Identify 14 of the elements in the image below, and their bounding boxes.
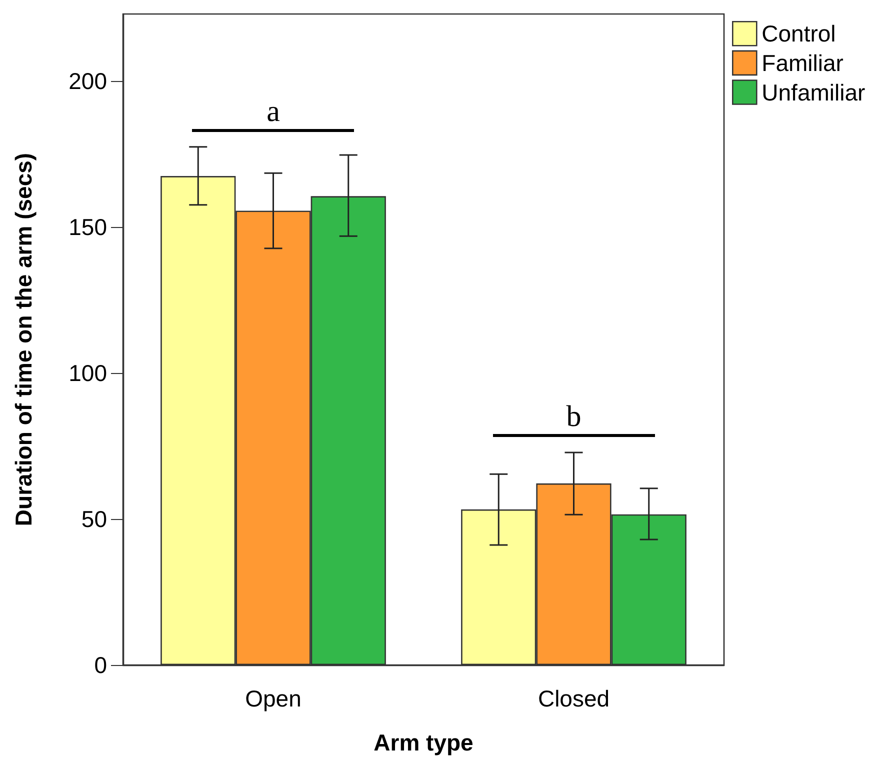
legend-label: Unfamiliar: [762, 79, 866, 106]
annotation: b: [566, 400, 582, 434]
y-tick-label: 0: [94, 652, 107, 678]
y-tick-label: 50: [81, 506, 107, 532]
legend-label: Familiar: [762, 50, 844, 76]
x-tick-label: Closed: [538, 686, 610, 712]
legend-label: Control: [762, 20, 836, 47]
x-axis-title: Arm type: [374, 730, 474, 756]
y-tick-label: 200: [68, 68, 107, 94]
x-tick-label: Open: [245, 686, 302, 712]
y-axis-title: Duration of time on the arm (secs): [10, 152, 36, 526]
annotation: a: [266, 94, 280, 128]
y-tick-label: 100: [68, 360, 107, 386]
y-tick-label: 150: [68, 214, 107, 240]
